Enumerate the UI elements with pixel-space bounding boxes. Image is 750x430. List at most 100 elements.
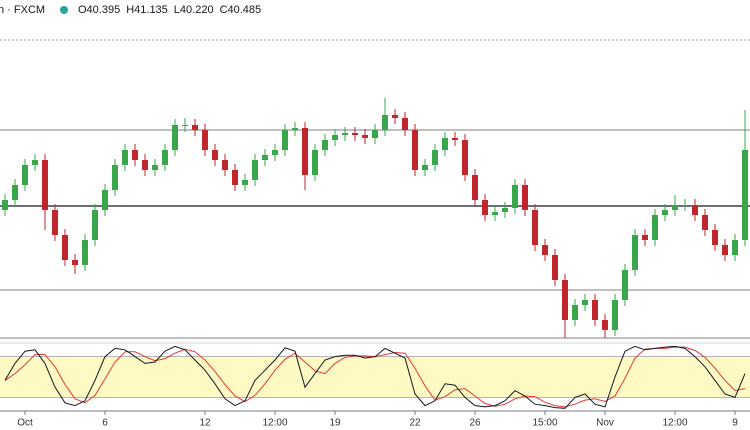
candle-body bbox=[302, 128, 308, 175]
candle-body bbox=[212, 150, 218, 160]
x-tick-label: 12 bbox=[199, 418, 211, 429]
candle-body bbox=[52, 210, 58, 235]
candle-body bbox=[312, 150, 318, 175]
candle-body bbox=[342, 133, 348, 135]
candle-body bbox=[562, 280, 568, 320]
candle-body bbox=[152, 165, 158, 170]
ohlc-value: O40.395 bbox=[78, 4, 120, 16]
candle-body bbox=[122, 150, 128, 165]
candle-body bbox=[682, 205, 688, 206]
stoch-k-line bbox=[4, 345, 746, 409]
candle-body bbox=[662, 210, 668, 215]
candle-body bbox=[42, 160, 48, 210]
candle-body bbox=[702, 215, 708, 230]
stoch-lines bbox=[4, 345, 746, 409]
candle-body bbox=[622, 270, 628, 300]
candle-body bbox=[222, 160, 228, 170]
ohlc-value: C40.485 bbox=[220, 4, 262, 16]
status-dot bbox=[60, 6, 68, 14]
candle-body bbox=[652, 215, 658, 240]
candle-body bbox=[462, 140, 468, 175]
candle-body bbox=[262, 155, 268, 160]
candle-body bbox=[92, 210, 98, 240]
candle-body bbox=[32, 160, 38, 165]
candle-body bbox=[392, 115, 398, 118]
candle-body bbox=[82, 240, 88, 265]
x-tick-label: 22 bbox=[409, 418, 421, 429]
candle-body bbox=[582, 300, 588, 305]
candle-body bbox=[492, 212, 498, 215]
x-tick-label: 12:00 bbox=[662, 418, 687, 429]
candle-body bbox=[692, 205, 698, 215]
candle-body bbox=[352, 133, 358, 135]
x-tick-label: 12:00 bbox=[262, 418, 287, 429]
candle-body bbox=[742, 150, 748, 240]
candle-body bbox=[502, 208, 508, 212]
ohlc-value: L40.220 bbox=[174, 4, 214, 16]
x-axis: Oct 6 12 12:00 19 22 26 15:00 Nov 12:00 9 bbox=[17, 411, 738, 429]
candle-body bbox=[602, 320, 608, 330]
candle-body bbox=[382, 115, 388, 130]
candle-body bbox=[422, 165, 428, 170]
x-tick-label: 6 bbox=[102, 418, 108, 429]
candles bbox=[2, 98, 748, 338]
candle-body bbox=[472, 175, 478, 200]
candle-body bbox=[232, 170, 238, 185]
symbol-source: h · FXCM bbox=[0, 4, 45, 16]
candle-body bbox=[282, 130, 288, 150]
levels bbox=[0, 129, 750, 339]
candle-body bbox=[522, 185, 528, 210]
x-tick-label: Oct bbox=[17, 418, 33, 429]
candle-body bbox=[482, 200, 488, 215]
candle-body bbox=[402, 118, 408, 130]
candle-body bbox=[172, 125, 178, 150]
candle-body bbox=[732, 240, 738, 255]
x-tick-label: 9 bbox=[732, 418, 738, 429]
candle-body bbox=[142, 160, 148, 170]
candle-body bbox=[22, 165, 28, 185]
candle-body bbox=[712, 230, 718, 245]
candle-body bbox=[112, 165, 118, 190]
candle-body bbox=[512, 185, 518, 208]
stoch-pane bbox=[0, 356, 750, 398]
candle-body bbox=[452, 138, 458, 140]
candle-body bbox=[242, 180, 248, 185]
candle-body bbox=[192, 125, 198, 130]
stoch-band bbox=[0, 356, 750, 398]
candle-body bbox=[182, 125, 188, 126]
candle-body bbox=[292, 128, 298, 130]
candle-body bbox=[412, 130, 418, 170]
candle-body bbox=[132, 150, 138, 160]
ohlc-value: H41.135 bbox=[126, 4, 168, 16]
ohlc-legend: O40.395 H41.135 L40.220 C40.485 bbox=[78, 4, 261, 16]
candle-body bbox=[642, 235, 648, 240]
candle-body bbox=[592, 300, 598, 320]
x-tick-label: 19 bbox=[329, 418, 341, 429]
candle-body bbox=[532, 210, 538, 245]
candle-body bbox=[362, 135, 368, 138]
x-tick-label: 15:00 bbox=[532, 418, 557, 429]
candle-body bbox=[672, 205, 678, 210]
candle-body bbox=[62, 235, 68, 260]
candle-body bbox=[332, 135, 338, 140]
candle-body bbox=[102, 190, 108, 210]
candle-body bbox=[322, 140, 328, 150]
candle-body bbox=[572, 305, 578, 320]
candle-body bbox=[722, 245, 728, 255]
x-tick-label: 26 bbox=[469, 418, 481, 429]
candle-body bbox=[2, 200, 8, 210]
candle-body bbox=[372, 130, 378, 138]
candle-body bbox=[612, 300, 618, 330]
candle-body bbox=[632, 235, 638, 270]
candle-body bbox=[442, 138, 448, 150]
candle-body bbox=[432, 150, 438, 165]
candle-body bbox=[162, 150, 168, 165]
candle-body bbox=[542, 245, 548, 255]
candle-body bbox=[12, 185, 18, 200]
candle-body bbox=[202, 130, 208, 150]
x-tick-label: Nov bbox=[596, 418, 614, 429]
candle-body bbox=[72, 260, 78, 265]
candle-body bbox=[272, 150, 278, 155]
candle-body bbox=[552, 255, 558, 280]
candle-body bbox=[252, 160, 258, 180]
